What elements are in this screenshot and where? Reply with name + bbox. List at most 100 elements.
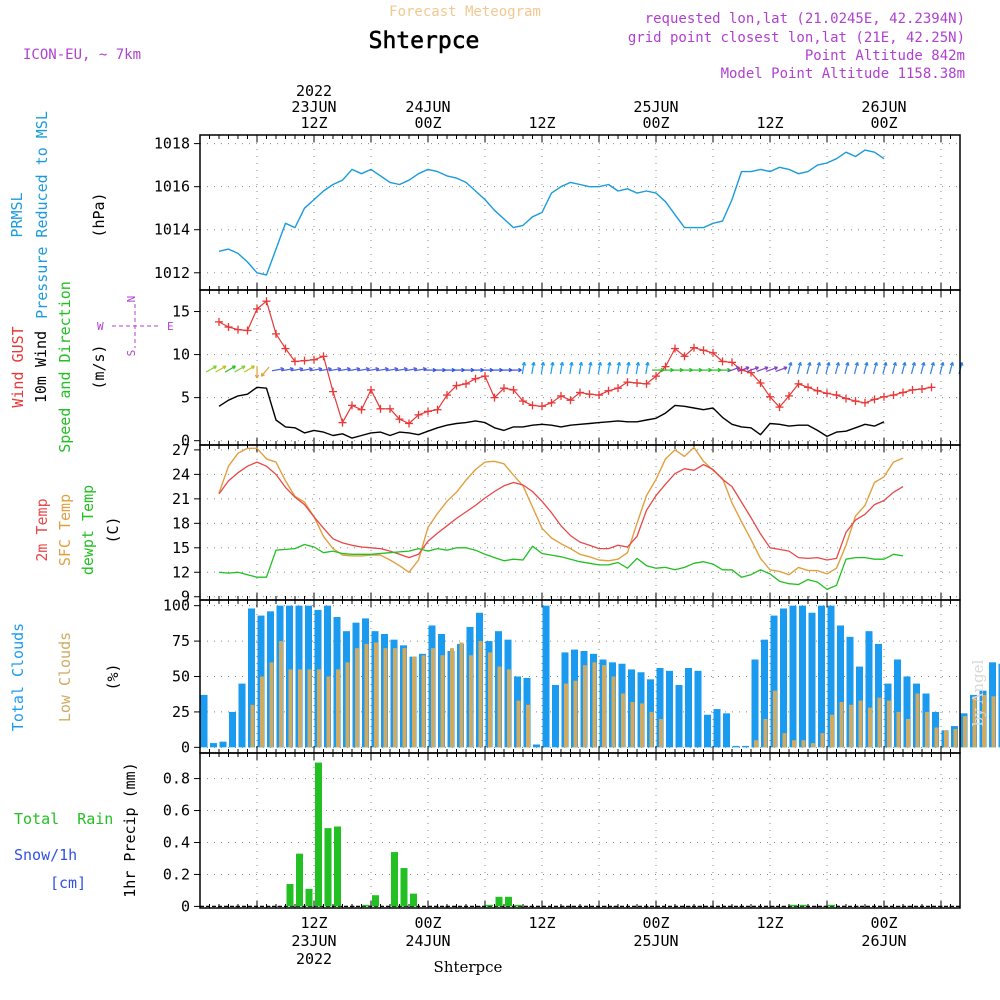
gust-marker bbox=[329, 387, 337, 396]
wind-panel: 0 5 10 15 bbox=[172, 289, 964, 450]
requested-coords: requested lon,lat (21.0245E, 42.2394N) bbox=[645, 11, 965, 27]
low-cloud-bar bbox=[953, 728, 958, 748]
total-cloud-bar bbox=[770, 615, 778, 748]
gust-marker bbox=[661, 362, 670, 371]
pressure-panel: 1012 1014 1016 1018 bbox=[154, 134, 961, 291]
y-tick-label: 0 bbox=[181, 897, 190, 915]
time-label-top: 25JUN bbox=[633, 98, 678, 116]
low-cloud-bar bbox=[934, 727, 939, 748]
low-cloud-bar bbox=[972, 696, 977, 748]
time-label-top: 24JUN bbox=[405, 98, 450, 116]
gust-marker bbox=[918, 385, 926, 394]
wind-direction-arrow bbox=[834, 361, 840, 375]
y-tick-label: 0.4 bbox=[163, 833, 190, 851]
y-tick-label: 10 bbox=[172, 346, 190, 364]
chart-title: Shterpce bbox=[369, 28, 480, 54]
time-label-bottom: 00Z bbox=[870, 914, 897, 932]
gust-marker bbox=[699, 346, 708, 355]
total-cloud-bar bbox=[238, 683, 246, 748]
total-cloud-bar bbox=[210, 743, 217, 748]
time-label-bottom: 24JUN bbox=[405, 932, 450, 950]
gust-marker bbox=[462, 379, 470, 388]
wind-direction-arrow bbox=[254, 366, 260, 379]
wind-direction-arrow bbox=[901, 361, 907, 375]
time-label-bottom: 00Z bbox=[414, 914, 441, 932]
pressure-unit-label: (hPa) bbox=[90, 192, 108, 237]
gust-marker bbox=[728, 358, 736, 367]
wind-direction-arrow bbox=[559, 361, 565, 375]
total-cloud-bar bbox=[808, 612, 816, 748]
low-cloud-bar bbox=[611, 676, 616, 748]
low-cloud-bar bbox=[963, 716, 967, 748]
time-label-bottom: 12Z bbox=[756, 914, 783, 932]
y-tick-label: 0 bbox=[181, 738, 190, 756]
gust-marker bbox=[633, 379, 641, 387]
y-tick-label: 75 bbox=[172, 632, 190, 650]
y-tick-label: 100 bbox=[163, 597, 190, 615]
y-tick-label: 15 bbox=[172, 539, 190, 557]
gust-marker bbox=[566, 396, 575, 405]
wind-direction-arrow bbox=[948, 361, 954, 375]
gust-marker bbox=[671, 344, 679, 353]
y-tick-label: 0.6 bbox=[163, 802, 190, 820]
rain-bar bbox=[495, 896, 503, 907]
gust-marker bbox=[471, 374, 480, 383]
low-cloud-bar bbox=[317, 669, 321, 748]
gust-marker bbox=[557, 391, 565, 400]
gust-marker bbox=[528, 401, 537, 410]
wind-direction-arrow bbox=[910, 361, 916, 375]
low-cloud-bar bbox=[383, 648, 388, 748]
cloud-labels: Total Clouds Low Clouds (%) bbox=[9, 623, 122, 731]
y-tick-label: 5 bbox=[181, 389, 190, 407]
low-cloud-bar bbox=[621, 693, 625, 748]
total-cloud-bar bbox=[723, 713, 730, 748]
gust-marker bbox=[272, 329, 280, 338]
gust-marker bbox=[690, 343, 698, 352]
wind-direction-arrow bbox=[728, 366, 740, 373]
clouds-panel: 0 25 50 75 100 bbox=[163, 597, 1000, 756]
gust-marker bbox=[253, 304, 261, 313]
low-cloud-bar bbox=[573, 680, 578, 748]
low-cloud-bar bbox=[260, 676, 264, 748]
gust-marker bbox=[832, 391, 841, 400]
gust-marker bbox=[424, 407, 432, 416]
grid-point-coords: grid point closest lon,lat (21E, 42.25N) bbox=[628, 30, 965, 46]
wind-direction-arrow bbox=[645, 361, 650, 375]
low-cloud-bar bbox=[602, 665, 606, 748]
wind-direction-arrow bbox=[939, 361, 945, 375]
time-label-bottom: 2022 bbox=[296, 950, 332, 968]
rain-bar bbox=[305, 888, 313, 907]
y-tick-label: 27 bbox=[172, 441, 190, 459]
compass-e: E bbox=[167, 320, 174, 333]
time-label-top: 12Z bbox=[528, 114, 555, 132]
gust-marker bbox=[623, 378, 632, 387]
gust-marker bbox=[804, 383, 812, 392]
low-cloud-bar bbox=[773, 690, 777, 748]
low-cloud-bar bbox=[374, 642, 378, 748]
low-cloud-bar bbox=[459, 642, 464, 748]
time-label-top: 2022 bbox=[296, 82, 332, 100]
rain-bar bbox=[799, 904, 807, 907]
wind-direction-arrow bbox=[806, 361, 812, 375]
total-clouds-label: Total Clouds bbox=[9, 623, 27, 731]
low-cloud-bar bbox=[421, 655, 426, 748]
wind-direction-arrow bbox=[509, 367, 522, 373]
gust-marker bbox=[576, 388, 584, 397]
precip-labels: Total Rain Snow/1h [cm] 1hr Precip (mm) bbox=[14, 762, 139, 897]
wind-direction-arrow bbox=[635, 361, 641, 375]
gust-marker bbox=[718, 357, 727, 366]
compass-n: N bbox=[125, 296, 138, 303]
low-cloud-bar bbox=[820, 733, 825, 748]
wind-unit-label: (m/s) bbox=[90, 344, 108, 389]
time-label-top: 00Z bbox=[414, 114, 441, 132]
wind-direction-arrow bbox=[234, 365, 246, 373]
low-cloud-bar bbox=[896, 711, 901, 748]
wind-direction-arrow bbox=[747, 366, 759, 373]
gust-marker bbox=[481, 372, 489, 381]
total-cloud-bar bbox=[200, 694, 208, 748]
time-label-top: 26JUN bbox=[861, 98, 906, 116]
snow-label: Snow/1h bbox=[14, 846, 77, 864]
low-cloud-bar bbox=[307, 669, 312, 748]
time-label-bottom: 26JUN bbox=[861, 932, 906, 950]
